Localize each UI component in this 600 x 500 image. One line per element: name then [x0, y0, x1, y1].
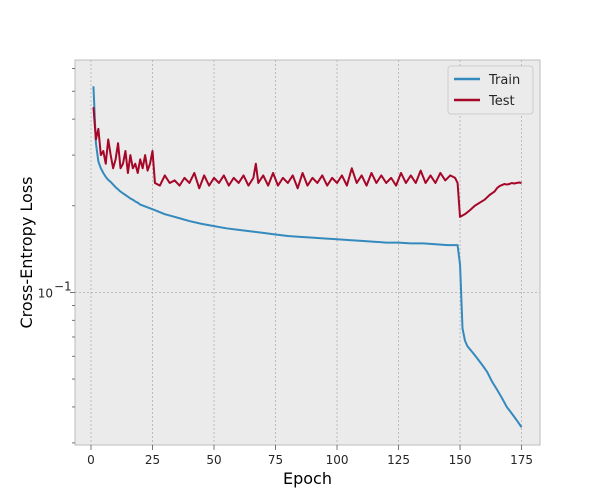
legend-label-test: Test: [488, 94, 515, 109]
x-tick-label: 125: [387, 453, 410, 467]
y-axis: 10 −1: [38, 68, 75, 444]
y-tick-exponent: −1: [54, 279, 72, 293]
plot-area: [75, 60, 540, 445]
x-tick-label: 100: [326, 453, 349, 467]
legend: Train Test: [447, 65, 534, 115]
x-tick-label: 50: [206, 453, 221, 467]
x-tick-label: 25: [145, 453, 160, 467]
x-tick-label: 0: [87, 453, 95, 467]
series-line-test: [92, 107, 522, 218]
x-tick-label: 75: [268, 453, 283, 467]
x-axis-label: Epoch: [283, 469, 332, 488]
series-line-train: [92, 86, 523, 428]
legend-label-train: Train: [488, 73, 520, 88]
grid-lines: [75, 60, 540, 445]
y-tick-label: 10: [38, 286, 53, 300]
x-tick-label: 150: [449, 453, 472, 467]
y-axis-label: Cross-Entropy Loss: [17, 177, 36, 329]
plot-frame: [74, 59, 541, 446]
series-layer: [92, 86, 523, 428]
x-axis: 0 25 50 75 100 125 150 175: [87, 445, 533, 467]
x-tick-label: 175: [510, 453, 533, 467]
